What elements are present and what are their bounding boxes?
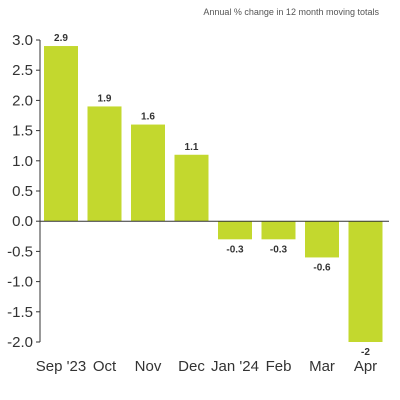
bars — [44, 46, 383, 342]
y-axis: 3.0 2.5 2.0 1.5 1.0 0.5 0.0 -0.5 -1.0 -1.5 -2.0 — [7, 32, 40, 351]
y-tick-label: -0.5 — [7, 243, 33, 260]
y-tick-label: 2.0 — [12, 92, 33, 109]
y-tick-label: -1.5 — [7, 304, 33, 321]
data-label: 2.9 — [54, 33, 68, 44]
y-tick-label: 3.0 — [12, 32, 33, 49]
data-label: -0.3 — [270, 244, 288, 255]
bar — [174, 154, 209, 222]
x-tick-label: Dec — [178, 358, 205, 375]
x-tick-label: Oct — [93, 358, 117, 375]
data-labels: 2.9 1.9 1.6 1.1 -0.3 -0.3 -0.6 -2 — [54, 33, 370, 358]
data-label: 1.9 — [98, 93, 112, 104]
data-label: -0.6 — [313, 262, 331, 273]
bar — [348, 221, 383, 342]
y-tick-label: -1.0 — [7, 274, 33, 291]
bar — [261, 221, 296, 240]
y-tick-label: 0.0 — [12, 213, 33, 230]
chart-subtitle: Annual % change in 12 month moving total… — [203, 7, 379, 17]
bar — [305, 221, 339, 258]
x-tick-label: Nov — [135, 358, 162, 375]
y-tick-label: 0.5 — [12, 183, 33, 200]
y-tick-label: 1.5 — [12, 123, 33, 140]
x-tick-label: Apr — [354, 358, 377, 375]
x-tick-label: Jan '24 — [211, 358, 259, 375]
x-axis: Sep '23 Oct Nov Dec Jan '24 Feb Mar Apr — [36, 358, 377, 375]
y-tick-label: 2.5 — [12, 62, 33, 79]
bar — [218, 221, 252, 240]
x-tick-label: Mar — [309, 358, 335, 375]
bar — [131, 124, 165, 222]
bar — [87, 106, 122, 222]
data-label: 1.6 — [141, 112, 155, 123]
data-label: 1.1 — [185, 142, 199, 153]
y-tick-label: -2.0 — [7, 334, 33, 351]
data-label: -2 — [361, 347, 370, 358]
data-label: -0.3 — [226, 244, 244, 255]
bar — [44, 46, 78, 222]
x-tick-label: Sep '23 — [36, 358, 86, 375]
y-tick-label: 1.0 — [12, 153, 33, 170]
x-tick-label: Feb — [266, 358, 292, 375]
